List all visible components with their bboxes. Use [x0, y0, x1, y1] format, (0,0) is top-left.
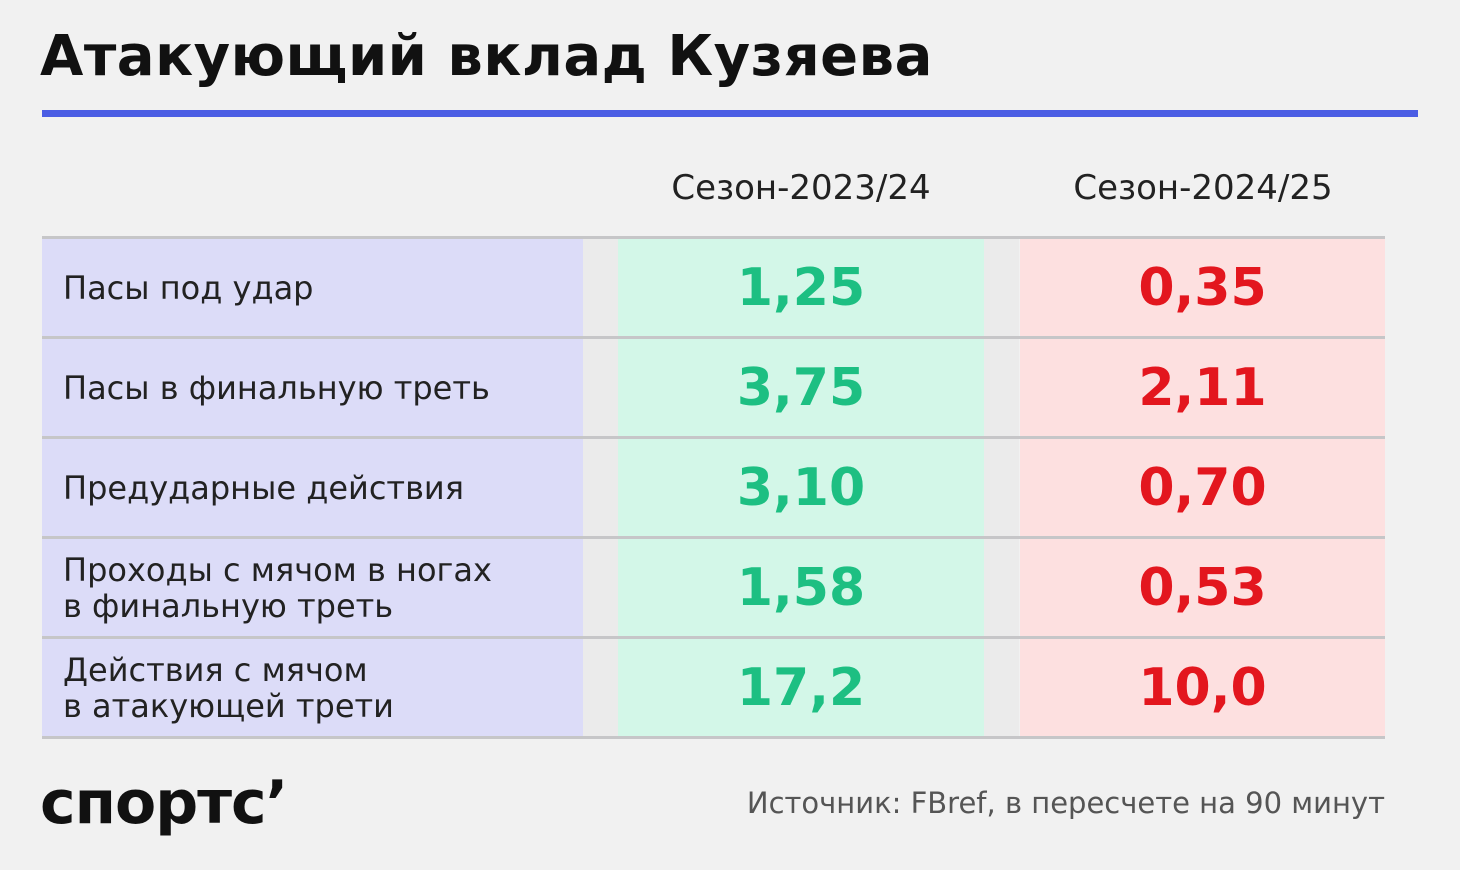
- value-2023-24: 3,75: [618, 339, 984, 436]
- title: Атакующий вклад Кузяева: [40, 24, 933, 89]
- gap: [583, 439, 618, 536]
- source: Источник: FBref, в пересчете на 90 минут: [746, 786, 1385, 820]
- value-2023-24: 3,10: [618, 439, 984, 536]
- gap: [583, 539, 618, 636]
- value-2024-25: 2,11: [1020, 339, 1385, 436]
- gap: [984, 239, 1019, 336]
- gap: [984, 339, 1019, 436]
- value-2024-25: 10,0: [1020, 639, 1385, 736]
- column-header: Сезон-2024/25: [1073, 168, 1333, 208]
- row-separator: [42, 336, 1385, 339]
- gap: [583, 639, 618, 736]
- gap: [984, 639, 1019, 736]
- logo: спортс’: [40, 768, 288, 838]
- title-rule: [42, 110, 1418, 117]
- row-label: Действия с мячом в атакующей трети: [42, 639, 583, 736]
- row-label: Проходы с мячом в ногах в финальную трет…: [42, 539, 583, 636]
- row-separator: [42, 536, 1385, 539]
- value-2023-24: 1,25: [618, 239, 984, 336]
- gap: [984, 539, 1019, 636]
- row-separator: [42, 636, 1385, 639]
- row-label: Предударные действия: [42, 439, 583, 536]
- row-label: Пасы в финальную треть: [42, 339, 583, 436]
- gap: [583, 239, 618, 336]
- column-header: Сезон-2023/24: [671, 168, 931, 208]
- value-2024-25: 0,53: [1020, 539, 1385, 636]
- row-separator: [42, 736, 1385, 739]
- gap: [583, 339, 618, 436]
- value-2024-25: 0,35: [1020, 239, 1385, 336]
- value-2023-24: 1,58: [618, 539, 984, 636]
- gap: [984, 439, 1019, 536]
- value-2023-24: 17,2: [618, 639, 984, 736]
- row-separator: [42, 236, 1385, 239]
- value-2024-25: 0,70: [1020, 439, 1385, 536]
- row-label: Пасы под удар: [42, 239, 583, 336]
- row-separator: [42, 436, 1385, 439]
